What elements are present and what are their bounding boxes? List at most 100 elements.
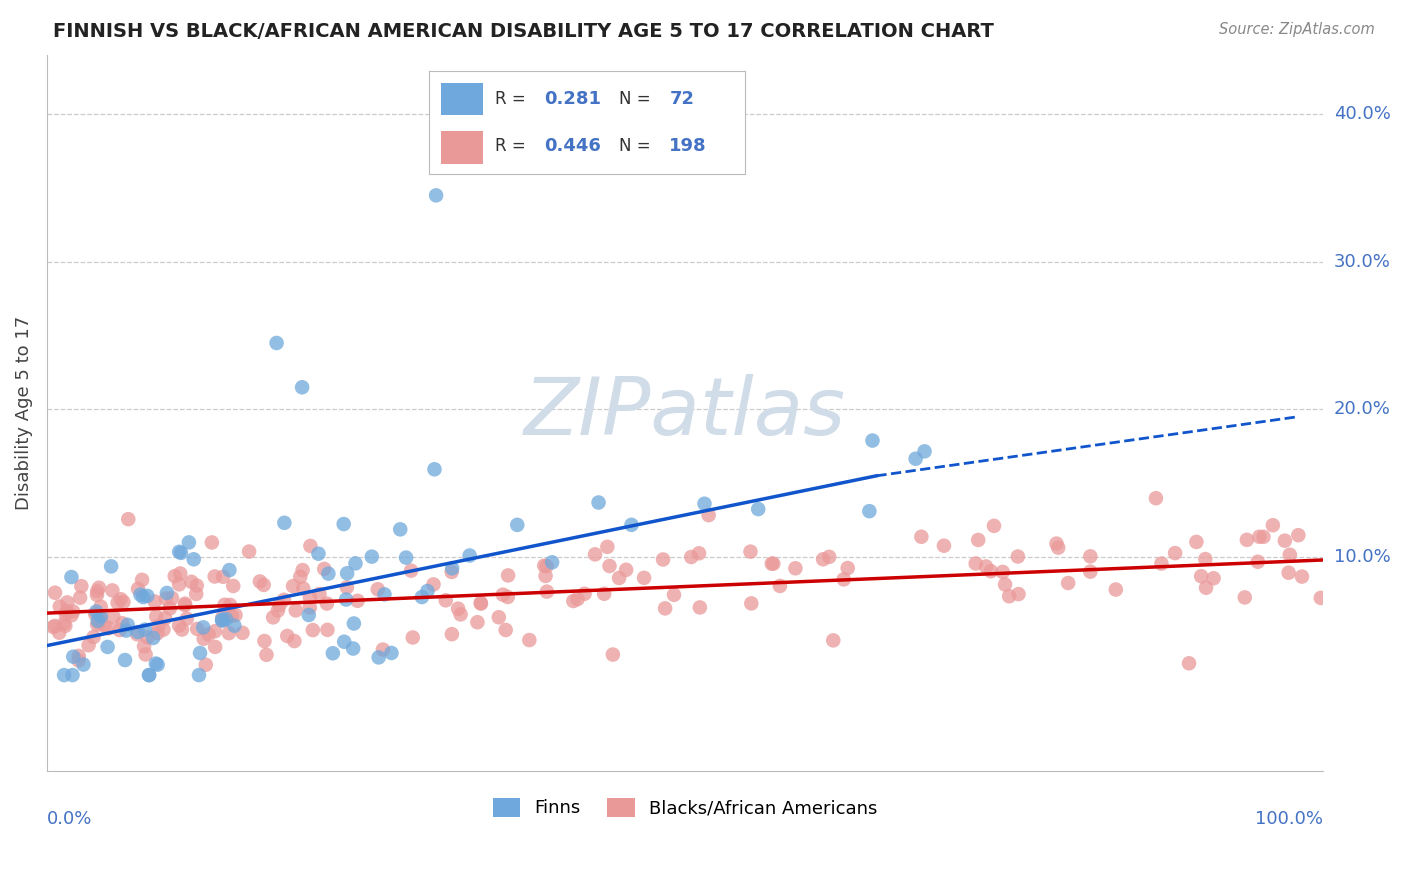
Point xyxy=(298,600,321,615)
Point xyxy=(541,555,564,569)
Point xyxy=(994,577,1017,591)
Point xyxy=(218,626,240,640)
Point xyxy=(983,519,1005,533)
Text: R =: R = xyxy=(495,137,526,155)
Point xyxy=(204,569,226,583)
Point xyxy=(967,533,990,547)
Point xyxy=(434,593,457,607)
Point xyxy=(336,580,359,594)
Point xyxy=(343,616,366,631)
Point xyxy=(53,616,76,631)
Text: 100.0%: 100.0% xyxy=(1256,810,1323,828)
Point xyxy=(1178,657,1201,671)
Point xyxy=(335,592,357,607)
Point xyxy=(1194,552,1216,566)
Point xyxy=(135,648,157,662)
Point xyxy=(283,634,305,648)
Point xyxy=(62,649,84,664)
Point xyxy=(689,600,711,615)
Point xyxy=(211,614,233,628)
Point xyxy=(422,577,444,591)
Point xyxy=(1189,569,1212,583)
Point xyxy=(170,546,193,560)
Point xyxy=(219,598,242,612)
Point xyxy=(423,462,446,476)
Point xyxy=(371,642,394,657)
Point xyxy=(170,623,193,637)
Point xyxy=(70,579,93,593)
Point xyxy=(186,622,208,636)
Point xyxy=(174,597,197,611)
Point xyxy=(811,552,834,566)
Point xyxy=(132,640,155,654)
Point xyxy=(598,558,620,573)
Point xyxy=(344,557,367,571)
Point xyxy=(747,502,769,516)
Point xyxy=(458,549,481,563)
Point xyxy=(131,573,153,587)
Point xyxy=(115,624,138,638)
Point xyxy=(1249,530,1271,544)
Point xyxy=(174,598,197,612)
Point xyxy=(1253,530,1275,544)
Point xyxy=(167,577,190,591)
Point xyxy=(145,657,167,671)
Point xyxy=(211,611,233,625)
Point xyxy=(194,657,217,672)
Point xyxy=(143,594,166,608)
Point xyxy=(862,434,884,448)
Point xyxy=(607,571,630,585)
Point xyxy=(1078,565,1101,579)
Point xyxy=(136,630,159,644)
Point xyxy=(688,546,710,560)
Point xyxy=(910,530,932,544)
Point xyxy=(224,618,246,632)
Point xyxy=(83,630,105,644)
Point xyxy=(740,544,762,558)
Point xyxy=(103,609,125,624)
Point xyxy=(117,618,139,632)
Point xyxy=(1007,549,1029,564)
Point xyxy=(536,559,558,574)
Point xyxy=(367,582,389,597)
Point xyxy=(60,570,83,584)
Point xyxy=(42,620,65,634)
Point xyxy=(380,646,402,660)
Point xyxy=(858,504,880,518)
Text: 30.0%: 30.0% xyxy=(1334,252,1391,271)
Point xyxy=(818,549,841,564)
Point xyxy=(267,603,290,617)
Point xyxy=(620,517,643,532)
Point xyxy=(238,544,260,558)
Point xyxy=(148,619,170,633)
Point xyxy=(440,627,463,641)
Point xyxy=(1057,576,1080,591)
Point xyxy=(662,588,685,602)
Point xyxy=(152,623,174,637)
Point xyxy=(693,497,716,511)
Point xyxy=(495,623,517,637)
Legend: Finns, Blacks/African Americans: Finns, Blacks/African Americans xyxy=(484,789,886,827)
Point xyxy=(212,570,235,584)
Point xyxy=(211,613,233,627)
Point xyxy=(256,648,278,662)
Point xyxy=(1185,535,1208,549)
Point xyxy=(1144,491,1167,506)
Point xyxy=(346,594,368,608)
Point xyxy=(176,611,198,625)
Point xyxy=(87,614,110,628)
Point xyxy=(101,583,124,598)
Point xyxy=(163,569,186,583)
Point xyxy=(108,623,131,637)
Point xyxy=(53,619,76,633)
Bar xyxy=(441,83,482,115)
Point xyxy=(90,609,112,624)
Point xyxy=(1045,536,1067,550)
Point xyxy=(138,668,160,682)
Point xyxy=(574,587,596,601)
Point xyxy=(467,615,489,630)
Text: Source: ZipAtlas.com: Source: ZipAtlas.com xyxy=(1219,22,1375,37)
Point xyxy=(77,638,100,652)
Point xyxy=(167,545,190,559)
Point xyxy=(193,632,215,646)
